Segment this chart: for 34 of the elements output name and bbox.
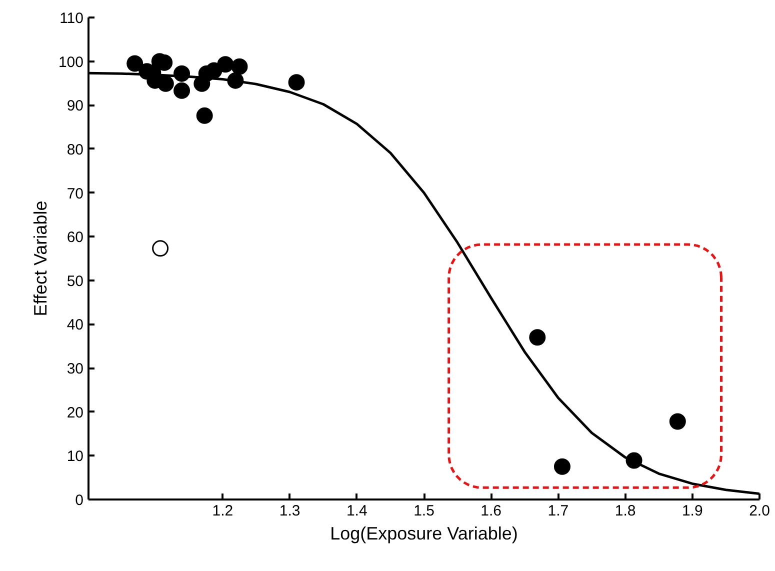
y-tick-label: 100 — [58, 54, 84, 71]
y-tick-label: 90 — [66, 98, 84, 115]
point — [174, 82, 190, 99]
x-tick-label: 1.5 — [414, 502, 434, 520]
y-tick-label: 40 — [66, 316, 84, 334]
x-tick-label: 1.4 — [346, 502, 368, 520]
point — [669, 413, 686, 430]
x-tick-label: 1.6 — [480, 502, 502, 520]
y-tick-label: 10 — [66, 448, 84, 466]
y-tick-label: 60 — [66, 229, 84, 246]
point — [529, 329, 546, 346]
y-tick-label: 50 — [66, 272, 84, 290]
point — [288, 74, 305, 91]
x-tick-label: 2.0 — [749, 502, 770, 520]
y-tick-label: 110 — [60, 10, 84, 27]
x-tick-label: 1.3 — [279, 502, 300, 520]
point — [217, 56, 234, 73]
x-tick-label: 1.9 — [682, 502, 703, 520]
y-tick-label: 30 — [66, 360, 84, 378]
x-tick-label: 1.8 — [614, 502, 636, 520]
y-tick-label: 80 — [66, 141, 84, 158]
x-axis-title: Log(Exposure Variable) — [330, 524, 518, 544]
y-axis-title: Effect Variable — [30, 200, 50, 316]
point — [231, 58, 248, 75]
x-tick-label: 1.7 — [548, 502, 569, 520]
point — [126, 55, 144, 72]
x-tick-label: 1.2 — [212, 502, 234, 520]
y-tick-label: 0 — [75, 492, 84, 509]
y-tick-label: 70 — [66, 185, 84, 202]
point — [152, 240, 169, 257]
point — [196, 107, 213, 124]
y-tick-label: 20 — [66, 404, 84, 422]
point — [157, 75, 174, 92]
point — [554, 458, 570, 475]
